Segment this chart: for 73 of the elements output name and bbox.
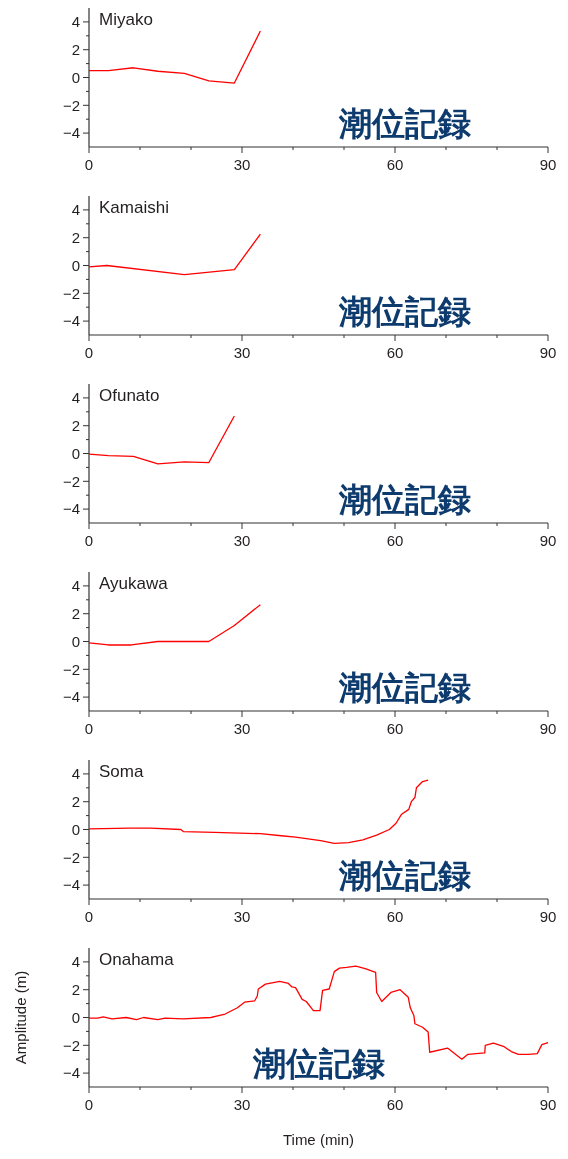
y-tick-label: 2 xyxy=(71,228,80,246)
y-tick-label: 2 xyxy=(71,792,80,810)
y-tick-label: −4 xyxy=(62,500,80,518)
line-series xyxy=(88,415,235,465)
y-tick-label: −4 xyxy=(62,876,80,894)
chart-title: Miyako xyxy=(99,10,153,29)
annotation: 潮位記録 xyxy=(338,480,472,519)
chart-title: Kamaishi xyxy=(99,198,169,217)
x-tick-label: 0 xyxy=(84,156,94,173)
x-tick-label: 60 xyxy=(386,720,404,737)
x-tick-label: 60 xyxy=(386,344,404,361)
x-tick-label: 30 xyxy=(233,156,251,173)
y-tick-label: 2 xyxy=(71,604,80,622)
line-series xyxy=(88,779,429,845)
y-tick-label: −2 xyxy=(62,660,80,678)
annotation: 潮位記録 xyxy=(338,292,472,331)
y-tick-label: −2 xyxy=(62,1036,80,1054)
x-tick-label: 30 xyxy=(233,532,251,549)
y-tick-label: 4 xyxy=(71,389,80,407)
x-tick-label: 90 xyxy=(539,156,557,173)
y-tick-label: 0 xyxy=(71,256,80,274)
x-tick-label: 60 xyxy=(386,532,404,549)
annotation: 潮位記録 xyxy=(251,1044,385,1083)
x-tick-label: 0 xyxy=(84,532,94,549)
y-tick-label: 4 xyxy=(71,13,80,31)
y-tick-label: −2 xyxy=(62,848,80,866)
chart-title: Ofunato xyxy=(99,386,160,405)
x-tick-label: 90 xyxy=(539,1096,557,1113)
y-tick-label: 4 xyxy=(71,201,80,219)
y-tick-label: −2 xyxy=(62,96,80,114)
y-tick-label: −2 xyxy=(62,284,80,302)
y-tick-label: 2 xyxy=(71,40,80,58)
y-axis-title: Amplitude (m) xyxy=(12,970,29,1065)
y-tick-label: 4 xyxy=(71,577,80,595)
x-tick-label: 90 xyxy=(539,344,557,361)
x-tick-label: 30 xyxy=(233,720,251,737)
y-tick-label: 0 xyxy=(71,632,80,650)
y-tick-label: −2 xyxy=(62,472,80,490)
y-tick-label: −4 xyxy=(62,688,80,706)
x-tick-label: 0 xyxy=(84,908,94,925)
y-tick-label: 4 xyxy=(71,765,80,783)
x-tick-label: 30 xyxy=(233,908,251,925)
annotation: 潮位記録 xyxy=(338,856,472,895)
y-tick-label: 0 xyxy=(71,444,80,462)
chart-title: Soma xyxy=(99,762,144,781)
x-tick-label: 90 xyxy=(539,532,557,549)
x-tick-label: 60 xyxy=(386,908,404,925)
x-tick-label: 90 xyxy=(539,908,557,925)
line-series xyxy=(88,30,262,84)
y-tick-label: 2 xyxy=(71,980,80,998)
y-tick-label: 2 xyxy=(71,416,80,434)
chart-title: Onahama xyxy=(99,950,175,969)
x-tick-label: 90 xyxy=(539,720,557,737)
line-series xyxy=(88,233,262,276)
x-tick-label: 0 xyxy=(84,1096,94,1113)
y-tick-label: −4 xyxy=(62,1064,80,1082)
chart-title: Ayukawa xyxy=(99,574,169,593)
x-tick-label: 60 xyxy=(386,156,404,173)
line-series xyxy=(88,604,262,646)
y-tick-label: 0 xyxy=(71,68,80,86)
x-tick-label: 60 xyxy=(386,1096,404,1113)
y-tick-label: 0 xyxy=(71,820,80,838)
x-tick-label: 0 xyxy=(84,344,94,361)
y-tick-label: 4 xyxy=(71,953,80,971)
x-tick-label: 30 xyxy=(233,344,251,361)
y-tick-label: 0 xyxy=(71,1008,80,1026)
annotation: 潮位記録 xyxy=(338,104,472,143)
annotation: 潮位記録 xyxy=(338,668,472,707)
x-tick-label: 30 xyxy=(233,1096,251,1113)
x-axis-title: Time (min) xyxy=(282,1131,355,1148)
y-tick-label: −4 xyxy=(62,312,80,330)
y-tick-label: −4 xyxy=(62,124,80,142)
x-tick-label: 0 xyxy=(84,720,94,737)
